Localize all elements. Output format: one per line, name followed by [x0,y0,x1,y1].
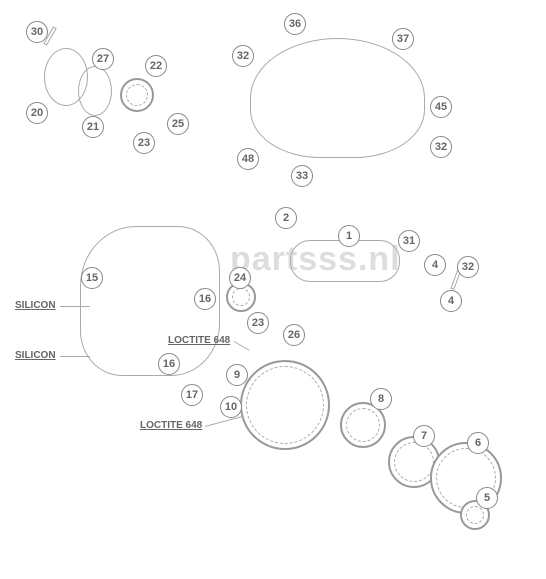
callout-25: 25 [167,113,189,135]
leader-line [234,341,250,351]
callout-32b: 32 [430,136,452,158]
label-silicon-2: SILICON [15,350,56,361]
callout-24: 24 [229,267,251,289]
callout-30: 30 [26,21,48,43]
leader-line [60,306,90,307]
leader-line [205,416,244,427]
callout-16a: 16 [194,288,216,310]
callout-32a: 32 [232,45,254,67]
callout-8: 8 [370,388,392,410]
callout-26: 26 [283,324,305,346]
callout-20: 20 [26,102,48,124]
callout-27: 27 [92,48,114,70]
label-silicon-1: SILICON [15,300,56,311]
callout-10: 10 [220,396,242,418]
callout-21: 21 [82,116,104,138]
callout-17: 17 [181,384,203,406]
oring-21 [78,66,112,116]
callout-23b: 23 [247,312,269,334]
callout-23a: 23 [133,132,155,154]
callout-4a: 4 [424,254,446,276]
callout-2: 2 [275,207,297,229]
gasket-outline [250,38,425,158]
callout-32c: 32 [457,256,479,278]
label-loctite-1: LOCTITE 648 [168,335,230,346]
label-loctite-2: LOCTITE 648 [140,420,202,431]
leader-line [60,356,90,357]
callout-15: 15 [81,267,103,289]
callout-7: 7 [413,425,435,447]
callout-22: 22 [145,55,167,77]
callout-36: 36 [284,13,306,35]
callout-1: 1 [338,225,360,247]
callout-9: 9 [226,364,248,386]
small-gear-22 [120,78,154,112]
callout-6: 6 [467,432,489,454]
flywheel [240,360,330,450]
callout-33: 33 [291,165,313,187]
callout-48: 48 [237,148,259,170]
callout-31: 31 [398,230,420,252]
callout-4b: 4 [440,290,462,312]
callout-16b: 16 [158,353,180,375]
callout-45: 45 [430,96,452,118]
callout-37: 37 [392,28,414,50]
callout-5: 5 [476,487,498,509]
